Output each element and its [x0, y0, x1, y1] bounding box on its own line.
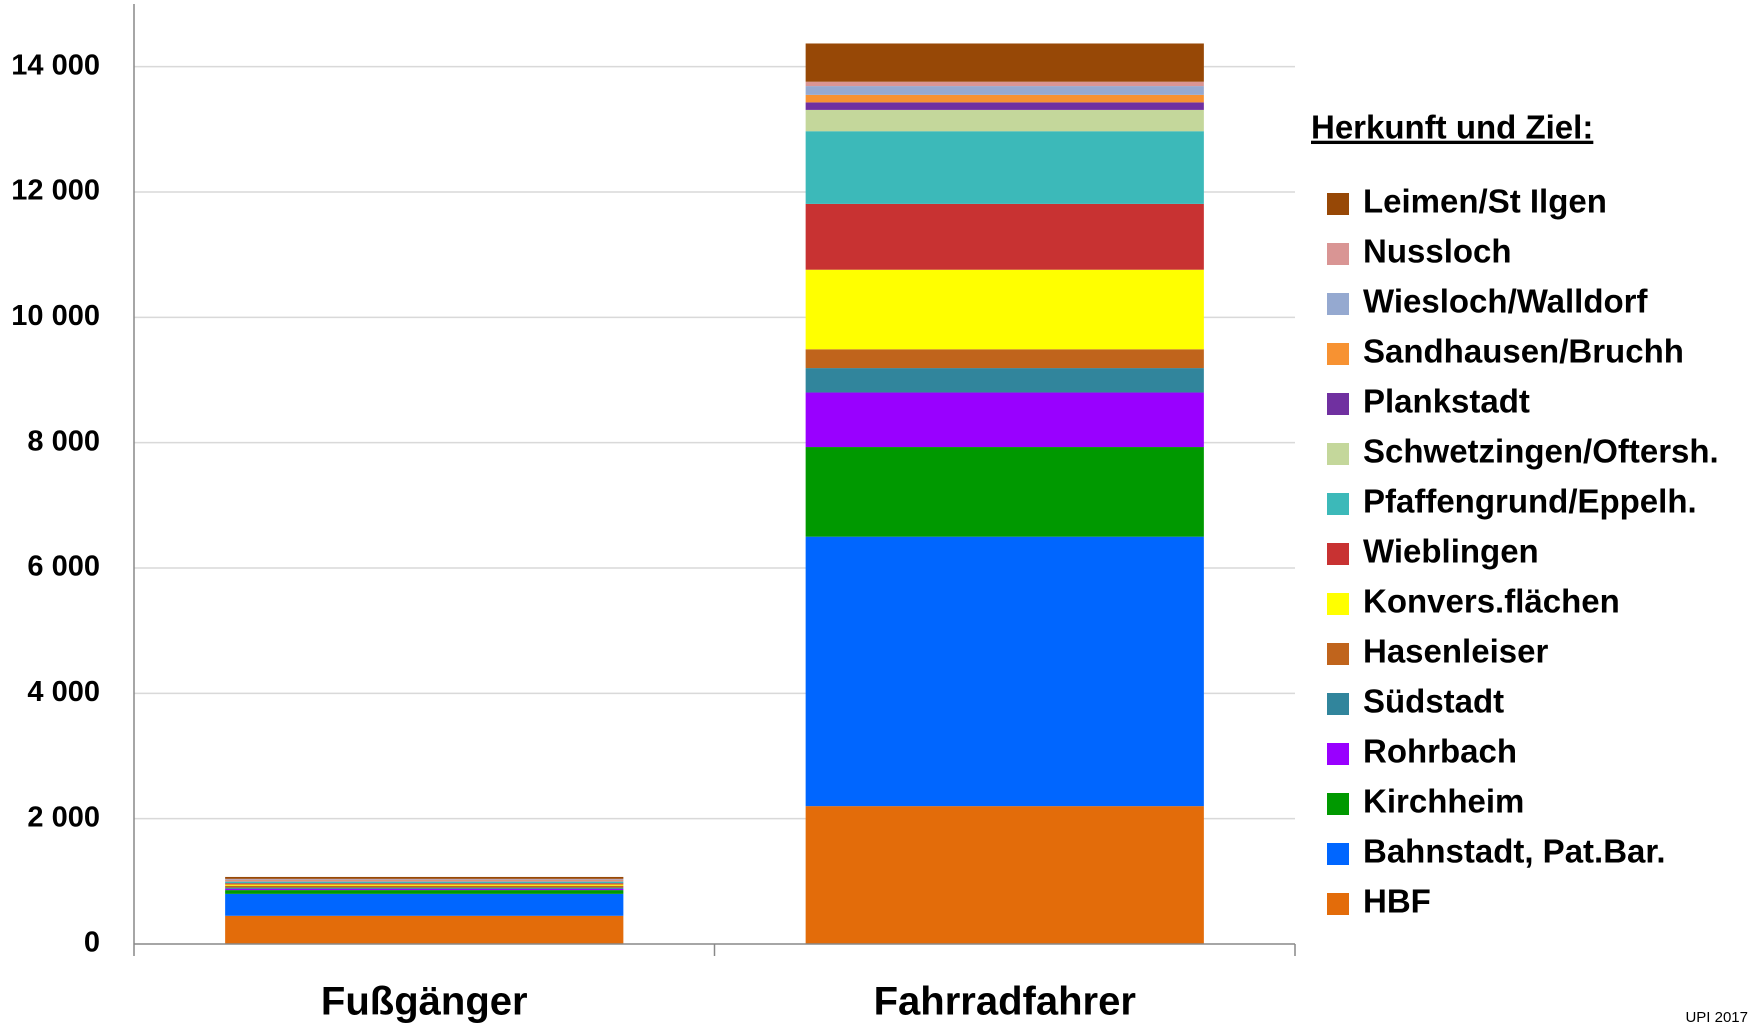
bar-segment — [805, 806, 1204, 944]
y-tick-label: 4 000 — [27, 676, 100, 708]
legend-swatch — [1327, 243, 1349, 265]
legend-label: HBF — [1363, 883, 1431, 920]
legend-label: Bahnstadt, Pat.Bar. — [1363, 833, 1666, 870]
bar-segment — [225, 879, 624, 881]
legend-label: Wieblingen — [1363, 533, 1539, 570]
y-tick-label: 6 000 — [27, 551, 100, 583]
bar-segment — [805, 392, 1204, 448]
legend-label: Wiesloch/Walldorf — [1363, 283, 1649, 320]
legend-swatch — [1327, 393, 1349, 415]
bar-segment — [225, 915, 624, 944]
bar-segment — [805, 131, 1204, 204]
legend-label: Rohrbach — [1363, 733, 1517, 770]
legend-label: Schwetzingen/Oftersh. — [1363, 433, 1719, 470]
bar-segment — [805, 368, 1204, 393]
y-tick-label: 12 000 — [11, 175, 100, 207]
legend-swatch — [1327, 643, 1349, 665]
bar-segment — [805, 94, 1204, 103]
bar-segment — [225, 881, 624, 884]
x-tick-label: Fahrradfahrer — [874, 980, 1136, 1024]
bar-segment — [225, 880, 624, 881]
bar-segment — [225, 876, 624, 879]
legend-label: Leimen/St Ilgen — [1363, 183, 1607, 220]
bar-segment — [805, 43, 1204, 82]
legend-title: Herkunft und Ziel: — [1311, 109, 1593, 146]
bar-segment — [805, 447, 1204, 537]
y-tick-label: 8 000 — [27, 425, 100, 457]
bar-segment — [225, 884, 624, 886]
bar-segment — [225, 888, 624, 891]
legend-swatch — [1327, 743, 1349, 765]
bar-segment — [225, 887, 624, 889]
legend-label: Kirchheim — [1363, 783, 1524, 820]
legend-swatch — [1327, 843, 1349, 865]
bar-segment — [225, 893, 624, 916]
legend-label: Nussloch — [1363, 233, 1512, 270]
legend-swatch — [1327, 543, 1349, 565]
legend-swatch — [1327, 493, 1349, 515]
bar-segment — [805, 109, 1204, 132]
y-tick-label: 14 000 — [11, 49, 100, 81]
bar-segment — [225, 890, 624, 894]
legend-swatch — [1327, 793, 1349, 815]
legend-label: Sandhausen/Bruchh — [1363, 333, 1684, 370]
bar-segment — [225, 878, 624, 880]
bar-segment — [805, 349, 1204, 369]
bar-segment — [225, 880, 624, 882]
legend-label: Hasenleiser — [1363, 633, 1548, 670]
bar-segment — [805, 81, 1204, 87]
legend-swatch — [1327, 893, 1349, 915]
legend-swatch — [1327, 193, 1349, 215]
legend-label: Südstadt — [1363, 683, 1504, 720]
x-tick-label: Fußgänger — [321, 980, 528, 1024]
legend-label: Pfaffengrund/Eppelh. — [1363, 483, 1697, 520]
y-tick-label: 0 — [84, 927, 100, 959]
y-tick-label: 10 000 — [11, 300, 100, 332]
legend-label: Konvers.flächen — [1363, 583, 1620, 620]
legend-swatch — [1327, 593, 1349, 615]
legend-swatch — [1327, 693, 1349, 715]
bar-segment — [225, 885, 624, 888]
bar-segment — [805, 86, 1204, 95]
legend-swatch — [1327, 443, 1349, 465]
bar-segment — [225, 883, 624, 885]
bar-segment — [225, 881, 624, 882]
annotation: UPI 2017 — [1685, 1009, 1748, 1026]
bar-segment — [805, 203, 1204, 270]
bar-segment — [805, 102, 1204, 110]
legend-label: Plankstadt — [1363, 383, 1530, 420]
legend-swatch — [1327, 343, 1349, 365]
bar-segment — [805, 536, 1204, 807]
bar-segment — [805, 269, 1204, 350]
legend-swatch — [1327, 293, 1349, 315]
y-tick-label: 2 000 — [27, 801, 100, 833]
